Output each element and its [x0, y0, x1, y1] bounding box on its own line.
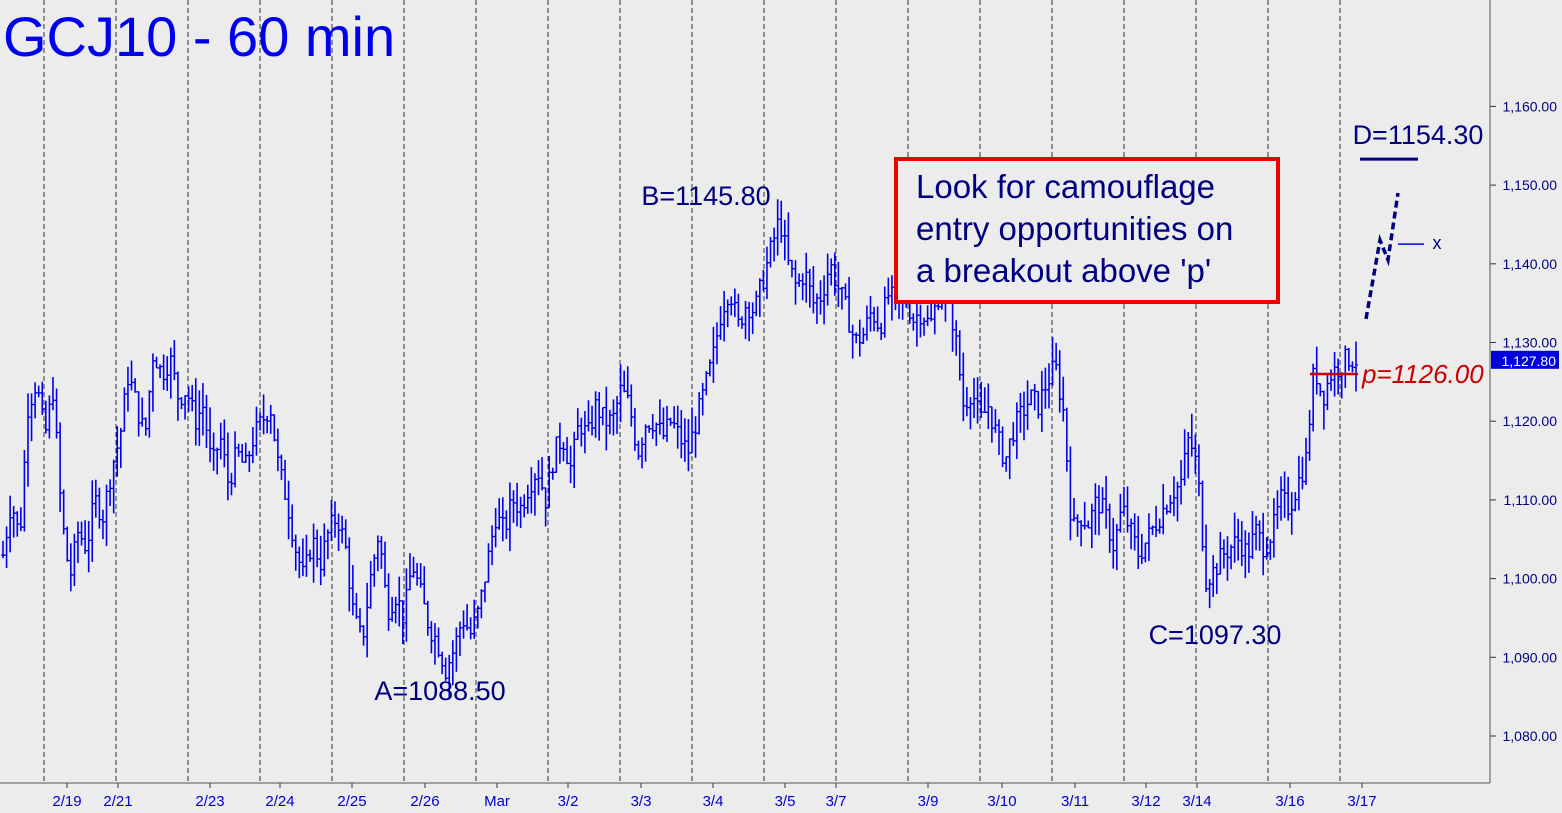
annotation-x: x — [1433, 233, 1442, 253]
x-tick-label: 3/11 — [1061, 793, 1089, 810]
y-tick-label: 1,120.00 — [1503, 413, 1558, 429]
x-tick-label: 3/12 — [1131, 793, 1160, 810]
last-price-tag — [1491, 350, 1559, 369]
y-tick-label: 1,160.00 — [1503, 98, 1558, 114]
y-tick-label: 1,150.00 — [1503, 177, 1558, 193]
x-tick-label: 2/23 — [195, 793, 224, 810]
x-tick-label: 3/9 — [918, 793, 939, 810]
x-tick-label: 3/7 — [826, 793, 847, 810]
x-tick-label: 3/2 — [558, 793, 579, 810]
x-tick-label: 2/24 — [265, 793, 294, 810]
x-tick-label: 2/21 — [103, 793, 132, 810]
y-tick-label: 1,090.00 — [1503, 649, 1558, 665]
last-price-label: 1,127.80 — [1502, 353, 1557, 369]
x-tick-label: Mar — [484, 793, 510, 810]
annotation-A: A=1088.50 — [374, 676, 505, 706]
pivot-label: p=1126.00 — [1361, 359, 1484, 389]
x-tick-label: 3/5 — [775, 793, 796, 810]
chart-title: GCJ10 - 60 min — [3, 5, 395, 68]
y-tick-label: 1,110.00 — [1504, 492, 1558, 508]
x-tick-label: 2/19 — [52, 793, 81, 810]
note-line: entry opportunities on — [916, 210, 1233, 247]
annotation-C: C=1097.30 — [1149, 620, 1282, 650]
x-tick-label: 3/16 — [1275, 793, 1304, 810]
x-tick-label: 2/26 — [410, 793, 439, 810]
x-tick-label: 3/17 — [1347, 793, 1376, 810]
x-tick-label: 3/14 — [1182, 793, 1211, 810]
annotation-B: B=1145.80 — [641, 181, 770, 211]
x-tick-label: 3/4 — [703, 793, 724, 810]
y-tick-label: 1,080.00 — [1503, 728, 1558, 744]
note-line: a breakout above 'p' — [916, 252, 1211, 289]
x-tick-label: 2/25 — [337, 793, 366, 810]
y-tick-label: 1,140.00 — [1503, 256, 1558, 272]
note-line: Look for camouflage — [916, 168, 1215, 205]
x-tick-label: 3/3 — [631, 793, 652, 810]
y-tick-label: 1,130.00 — [1503, 335, 1558, 351]
x-tick-label: 3/10 — [987, 793, 1016, 810]
y-tick-label: 1,100.00 — [1503, 571, 1558, 587]
annotation-D: D=1154.30 — [1353, 120, 1484, 150]
projection-path — [1364, 192, 1400, 320]
note-box — [894, 157, 1280, 304]
